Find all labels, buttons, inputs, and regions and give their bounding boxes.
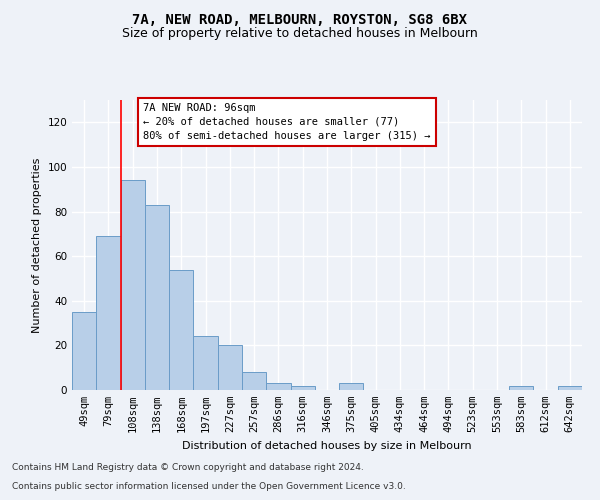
- Bar: [266, 384, 290, 390]
- Y-axis label: Number of detached properties: Number of detached properties: [32, 158, 42, 332]
- Text: Contains HM Land Registry data © Crown copyright and database right 2024.: Contains HM Land Registry data © Crown c…: [12, 464, 364, 472]
- Bar: [193, 336, 218, 390]
- Bar: [145, 205, 169, 390]
- Bar: [290, 386, 315, 390]
- Bar: [339, 384, 364, 390]
- Bar: [169, 270, 193, 390]
- Text: Contains public sector information licensed under the Open Government Licence v3: Contains public sector information licen…: [12, 482, 406, 491]
- Bar: [242, 372, 266, 390]
- Text: 7A, NEW ROAD, MELBOURN, ROYSTON, SG8 6BX: 7A, NEW ROAD, MELBOURN, ROYSTON, SG8 6BX: [133, 12, 467, 26]
- Bar: [72, 312, 96, 390]
- Bar: [509, 386, 533, 390]
- X-axis label: Distribution of detached houses by size in Melbourn: Distribution of detached houses by size …: [182, 440, 472, 450]
- Bar: [96, 236, 121, 390]
- Bar: [218, 346, 242, 390]
- Text: 7A NEW ROAD: 96sqm
← 20% of detached houses are smaller (77)
80% of semi-detache: 7A NEW ROAD: 96sqm ← 20% of detached hou…: [143, 103, 431, 141]
- Bar: [558, 386, 582, 390]
- Text: Size of property relative to detached houses in Melbourn: Size of property relative to detached ho…: [122, 28, 478, 40]
- Bar: [121, 180, 145, 390]
